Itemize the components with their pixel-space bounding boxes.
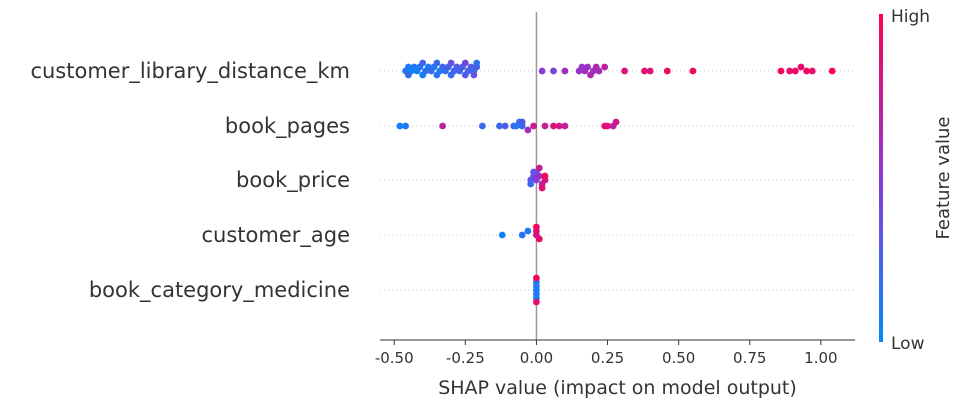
feature-label: book_pages bbox=[225, 114, 350, 139]
shap-point bbox=[533, 274, 540, 282]
shap-point bbox=[473, 59, 481, 67]
shap-point bbox=[584, 63, 591, 71]
shap-point bbox=[461, 59, 469, 67]
shap-point bbox=[663, 67, 671, 75]
shap-point bbox=[646, 67, 654, 75]
shap-point bbox=[439, 122, 446, 130]
shap-point bbox=[433, 59, 441, 67]
feature-label: book_price bbox=[236, 168, 350, 193]
feature-label: customer_age bbox=[201, 223, 350, 248]
beeswarm-points bbox=[396, 59, 836, 306]
shap-point bbox=[808, 67, 816, 75]
shap-point bbox=[541, 122, 549, 130]
shap-point bbox=[797, 63, 805, 71]
shap-point bbox=[828, 67, 836, 75]
shap-point bbox=[621, 67, 628, 75]
shap-point bbox=[791, 67, 799, 75]
x-axis-title: SHAP value (impact on model output) bbox=[438, 377, 797, 399]
shap-point bbox=[524, 126, 532, 134]
shap-point bbox=[447, 59, 455, 67]
x-tick-label: 0.00 bbox=[520, 349, 553, 367]
shap-point bbox=[550, 122, 557, 130]
shap-point bbox=[535, 235, 543, 243]
shap-point bbox=[777, 67, 785, 75]
shap-point bbox=[561, 67, 569, 75]
shap-point bbox=[595, 67, 603, 75]
shap-point bbox=[578, 63, 586, 71]
shap-point bbox=[533, 223, 540, 231]
shap-point bbox=[604, 122, 611, 130]
shap-point bbox=[533, 298, 540, 306]
x-tick-label: 1.00 bbox=[804, 349, 837, 367]
colorbar-title: Feature value bbox=[933, 117, 954, 240]
shap-point bbox=[530, 168, 537, 176]
shap-point bbox=[601, 63, 609, 71]
shap-point bbox=[405, 71, 412, 79]
shap-point bbox=[518, 118, 526, 126]
shap-point bbox=[396, 122, 404, 130]
shap-point bbox=[541, 172, 549, 180]
shap-point bbox=[419, 59, 427, 67]
shap-point bbox=[402, 122, 409, 130]
shap-point bbox=[479, 122, 486, 130]
shap-point bbox=[527, 180, 535, 188]
shap-point bbox=[498, 231, 506, 239]
shap-point bbox=[555, 122, 563, 130]
shap-point bbox=[538, 67, 546, 75]
shap-point bbox=[641, 67, 648, 75]
shap-point bbox=[518, 231, 526, 239]
colorbar-high-label: High bbox=[891, 7, 930, 27]
colorbar-gradient bbox=[879, 14, 883, 342]
shap-point bbox=[535, 164, 543, 172]
row-gridlines bbox=[380, 70, 855, 291]
x-axis-ticks: -0.50 -0.25 0.00 0.25 0.50 0.75 1.00 bbox=[375, 340, 838, 367]
feature-label: book_category_medicine bbox=[89, 278, 350, 303]
x-tick-label: 0.25 bbox=[591, 349, 624, 367]
shap-point bbox=[550, 67, 557, 75]
feature-label: customer_library_distance_km bbox=[30, 59, 350, 84]
shap-point bbox=[501, 122, 509, 130]
shap-point bbox=[689, 67, 697, 75]
shap-point bbox=[803, 67, 810, 75]
colorbar: High Low Feature value bbox=[879, 7, 954, 354]
x-tick-label: 0.75 bbox=[733, 349, 766, 367]
colorbar-low-label: Low bbox=[891, 334, 925, 354]
shap-point bbox=[470, 71, 478, 79]
shap-point bbox=[530, 122, 537, 130]
x-tick-label: 0.50 bbox=[662, 349, 695, 367]
shap-point bbox=[786, 67, 793, 75]
shap-point bbox=[561, 122, 569, 130]
x-tick-label: -0.25 bbox=[446, 349, 485, 367]
feature-labels: customer_library_distance_km book_pagesbo… bbox=[30, 59, 350, 303]
shap-point bbox=[496, 122, 503, 130]
shap-point bbox=[524, 227, 532, 235]
x-tick-label: -0.50 bbox=[375, 349, 414, 367]
shap-point bbox=[538, 184, 546, 192]
shap-point bbox=[612, 118, 620, 126]
